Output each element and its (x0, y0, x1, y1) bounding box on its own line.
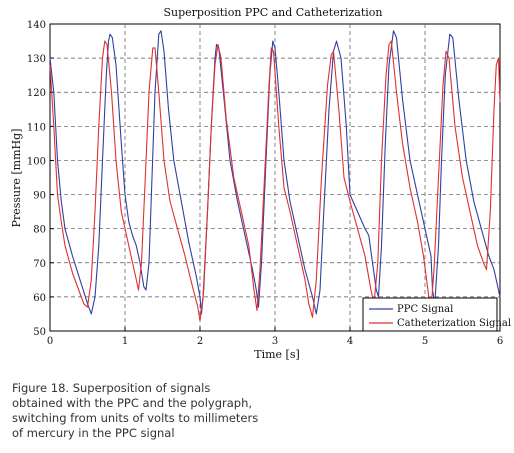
x-tick-label: 5 (422, 336, 428, 347)
caption-line: Figure 18. Superposition of signals (12, 381, 211, 395)
x-tick-label: 1 (122, 336, 128, 347)
figure-caption: Figure 18. Superposition of signals obta… (12, 381, 312, 441)
y-tick-label: 130 (27, 54, 46, 65)
caption-line: of mercury in the PPC signal (12, 426, 175, 440)
y-tick-label: 90 (33, 191, 46, 202)
series-line-ppc-signal (49, 30, 501, 315)
y-tick-label: 50 (33, 327, 46, 338)
legend: PPC Signal Catheterization Signal (362, 297, 511, 332)
caption-line: obtained with the PPC and the polygraph, (12, 396, 253, 410)
legend-label-catheterization-signal: Catheterization Signal (397, 318, 511, 329)
y-axis-label: Pressure [mmHg] (10, 129, 23, 228)
x-tick-label: 0 (47, 336, 53, 347)
y-tick-label: 60 (33, 293, 46, 304)
x-tick-label: 2 (197, 336, 203, 347)
x-tick-label: 3 (272, 336, 278, 347)
y-tick-label: 70 (33, 259, 46, 270)
x-axis-label: Time [s] (254, 348, 300, 361)
y-tick-label: 80 (33, 225, 46, 236)
y-axis-ticks: 50 60 70 80 90 100 110 120 130 140 (27, 20, 54, 338)
y-tick-label: 120 (27, 88, 46, 99)
y-tick-label: 110 (27, 122, 46, 133)
x-tick-label: 4 (347, 336, 353, 347)
chart-title: Superposition PPC and Catheterization (164, 6, 383, 19)
x-tick-label: 6 (497, 336, 503, 347)
x-axis-ticks: 0 1 2 3 4 5 6 (47, 327, 503, 347)
caption-line: switching from units of volts to millime… (12, 411, 259, 425)
y-tick-label: 100 (27, 156, 46, 167)
y-tick-label: 140 (27, 20, 46, 31)
legend-label-ppc-signal: PPC Signal (397, 304, 453, 315)
legend-box (362, 297, 498, 332)
